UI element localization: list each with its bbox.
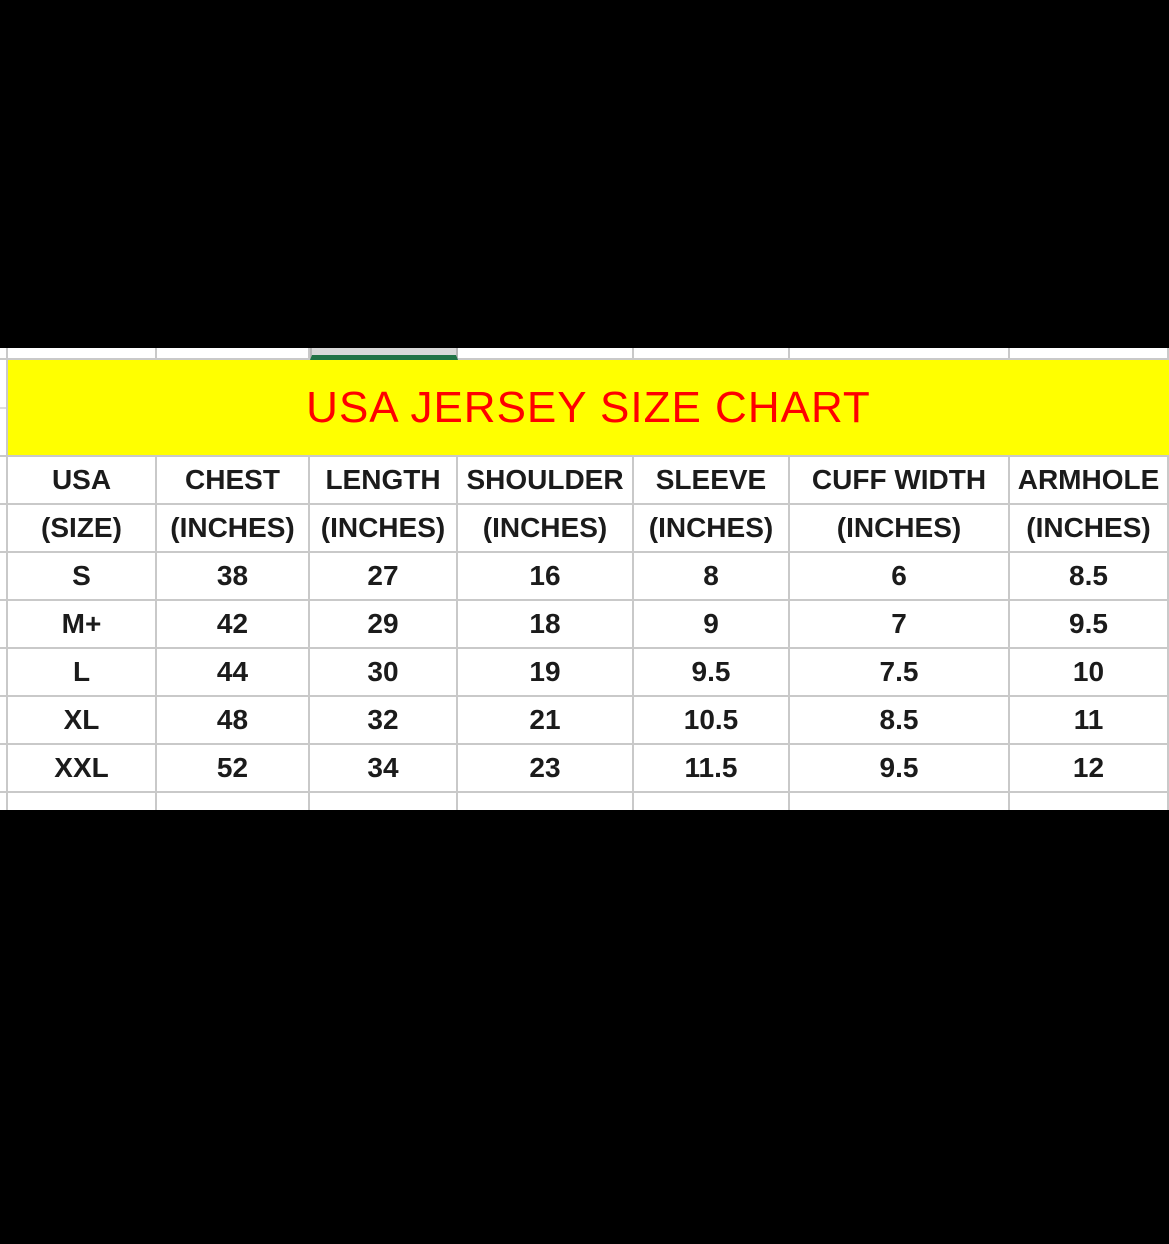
header-unit-cell[interactable]: (INCHES) [157, 505, 310, 553]
value-cell[interactable]: 16 [458, 553, 634, 601]
header-cell-chest[interactable]: CHEST [157, 457, 310, 505]
value-cell[interactable]: 10 [1010, 649, 1169, 697]
header-unit-cell[interactable]: (INCHES) [634, 505, 790, 553]
value-cell[interactable]: 18 [458, 601, 634, 649]
table-row: XXL 52 34 23 11.5 9.5 12 [0, 745, 1169, 793]
active-cell-indicator[interactable] [310, 348, 458, 360]
gutter-cell [0, 457, 8, 505]
chart-title: USA JERSEY SIZE CHART [306, 382, 871, 432]
partial-cells-row [0, 348, 1169, 360]
gutter-cell [0, 697, 8, 745]
value-cell[interactable]: 12 [1010, 745, 1169, 793]
value-cell[interactable]: 44 [157, 649, 310, 697]
value-cell[interactable]: 7 [790, 601, 1010, 649]
size-cell[interactable]: S [8, 553, 157, 601]
partial-cell[interactable] [157, 348, 310, 360]
header-cell-armhole[interactable]: ARMHOLE [1010, 457, 1169, 505]
value-cell[interactable]: 52 [157, 745, 310, 793]
value-cell[interactable]: 30 [310, 649, 458, 697]
header-cell-shoulder[interactable]: SHOULDER [458, 457, 634, 505]
partial-cell[interactable] [634, 348, 790, 360]
value-cell[interactable]: 8.5 [1010, 553, 1169, 601]
value-cell[interactable]: 8.5 [790, 697, 1010, 745]
header-row-2: (SIZE) (INCHES) (INCHES) (INCHES) (INCHE… [0, 505, 1169, 553]
value-cell[interactable]: 23 [458, 745, 634, 793]
empty-row [0, 793, 1169, 810]
value-cell[interactable]: 9.5 [1010, 601, 1169, 649]
value-cell[interactable]: 32 [310, 697, 458, 745]
size-cell[interactable]: L [8, 649, 157, 697]
header-unit-cell[interactable]: (SIZE) [8, 505, 157, 553]
empty-cell[interactable] [458, 793, 634, 810]
header-unit-cell[interactable]: (INCHES) [790, 505, 1010, 553]
partial-cell[interactable] [790, 348, 1010, 360]
banner-row: USA JERSEY SIZE CHART [0, 360, 1169, 457]
value-cell[interactable]: 6 [790, 553, 1010, 601]
partial-cell[interactable] [458, 348, 634, 360]
title-banner-cell[interactable]: USA JERSEY SIZE CHART [8, 360, 1169, 457]
header-unit-cell[interactable]: (INCHES) [1010, 505, 1169, 553]
table-row: L 44 30 19 9.5 7.5 10 [0, 649, 1169, 697]
gutter-cell [0, 601, 8, 649]
gutter-cell [0, 745, 8, 793]
value-cell[interactable]: 9.5 [790, 745, 1010, 793]
value-cell[interactable]: 11 [1010, 697, 1169, 745]
value-cell[interactable]: 42 [157, 601, 310, 649]
gutter-cell [0, 793, 8, 810]
value-cell[interactable]: 7.5 [790, 649, 1010, 697]
gutter-cell [0, 553, 8, 601]
empty-cell[interactable] [8, 793, 157, 810]
gutter-cell [0, 348, 8, 360]
value-cell[interactable]: 34 [310, 745, 458, 793]
value-cell[interactable]: 48 [157, 697, 310, 745]
value-cell[interactable]: 9.5 [634, 649, 790, 697]
value-cell[interactable]: 11.5 [634, 745, 790, 793]
empty-cell[interactable] [157, 793, 310, 810]
top-black-region [0, 0, 1169, 348]
table-row: XL 48 32 21 10.5 8.5 11 [0, 697, 1169, 745]
header-cell-cuff-width[interactable]: CUFF WIDTH [790, 457, 1010, 505]
spreadsheet-viewport: USA JERSEY SIZE CHART USA CHEST LENGTH S… [0, 348, 1169, 810]
header-unit-cell[interactable]: (INCHES) [458, 505, 634, 553]
table-row: M+ 42 29 18 9 7 9.5 [0, 601, 1169, 649]
size-cell[interactable]: XL [8, 697, 157, 745]
gutter-cell [0, 505, 8, 553]
value-cell[interactable]: 8 [634, 553, 790, 601]
value-cell[interactable]: 21 [458, 697, 634, 745]
value-cell[interactable]: 10.5 [634, 697, 790, 745]
header-unit-cell[interactable]: (INCHES) [310, 505, 458, 553]
empty-cell[interactable] [790, 793, 1010, 810]
empty-cell[interactable] [634, 793, 790, 810]
size-cell[interactable]: XXL [8, 745, 157, 793]
value-cell[interactable]: 19 [458, 649, 634, 697]
gutter-cell [0, 649, 8, 697]
size-cell[interactable]: M+ [8, 601, 157, 649]
header-row-1: USA CHEST LENGTH SHOULDER SLEEVE CUFF WI… [0, 457, 1169, 505]
empty-cell[interactable] [310, 793, 458, 810]
empty-cell[interactable] [1010, 793, 1169, 810]
partial-cell[interactable] [8, 348, 157, 360]
partial-cell[interactable] [1010, 348, 1169, 360]
value-cell[interactable]: 9 [634, 601, 790, 649]
header-cell-usa[interactable]: USA [8, 457, 157, 505]
header-cell-length[interactable]: LENGTH [310, 457, 458, 505]
header-cell-sleeve[interactable]: SLEEVE [634, 457, 790, 505]
value-cell[interactable]: 27 [310, 553, 458, 601]
gutter-cell [0, 360, 8, 457]
value-cell[interactable]: 29 [310, 601, 458, 649]
table-row: S 38 27 16 8 6 8.5 [0, 553, 1169, 601]
value-cell[interactable]: 38 [157, 553, 310, 601]
